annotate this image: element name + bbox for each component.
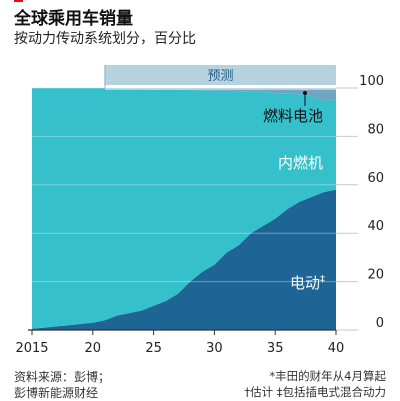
forecast-band bbox=[104, 65, 337, 85]
area-ice bbox=[32, 88, 336, 329]
forecast-shade bbox=[104, 88, 337, 90]
label-ice: 内燃机 bbox=[278, 154, 323, 172]
label-ev: 电动‡ bbox=[290, 274, 325, 292]
area-fuel-cell bbox=[32, 88, 336, 101]
source-line-1: 资料来源：彭博； bbox=[14, 370, 111, 384]
forecast-label: 预测 bbox=[207, 69, 233, 84]
x-tick-25: 25 bbox=[145, 341, 162, 356]
x-tick-30: 30 bbox=[206, 341, 223, 356]
x-tick-40: 40 bbox=[328, 341, 345, 356]
y-tick-0: 0 bbox=[376, 316, 384, 331]
footnote-1: *丰田的财年从4月算起 bbox=[269, 369, 386, 383]
y-tick-40: 40 bbox=[367, 219, 384, 234]
chart-subtitle: 按动力传动系统划分，百分比 bbox=[14, 31, 196, 47]
label-fuel-cell: 燃料电池 bbox=[263, 107, 323, 125]
footnote-2: †估计 ‡包括插电式混合动力 bbox=[244, 385, 386, 399]
fuel-cell-leader-dot bbox=[303, 91, 307, 95]
x-tick-35: 35 bbox=[267, 341, 284, 356]
x-tick-20: 20 bbox=[85, 341, 102, 356]
y-tick-20: 20 bbox=[367, 268, 384, 283]
accent-bar bbox=[14, 0, 23, 2]
area-ev bbox=[32, 189, 336, 330]
y-tick-80: 80 bbox=[367, 122, 384, 137]
source-line-2: 彭博新能源财经 bbox=[14, 386, 99, 400]
label-ev-mark: ‡ bbox=[320, 274, 325, 285]
x-tick-2015: 2015 bbox=[15, 341, 48, 356]
y-tick-100: 100 bbox=[359, 74, 384, 89]
chart-title: 全球乘用车销量 bbox=[14, 9, 133, 29]
y-tick-60: 60 bbox=[367, 171, 384, 186]
